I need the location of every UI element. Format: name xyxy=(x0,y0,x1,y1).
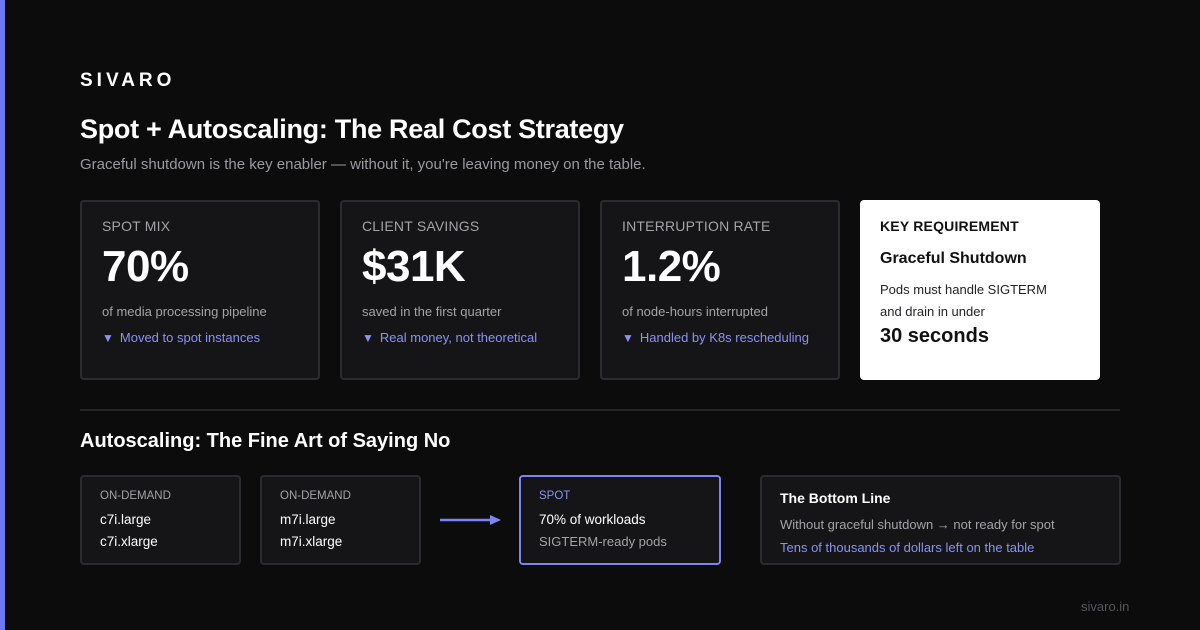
pool-instance: c7i.xlarge xyxy=(100,534,158,549)
triangle-down-icon: ▼ xyxy=(102,330,114,345)
metric-description: of media processing pipeline xyxy=(102,304,267,320)
metric-note: ▼ Real money, not theoretical xyxy=(362,330,558,345)
pool-instance: m7i.xlarge xyxy=(280,534,343,549)
metric-label: SPOT MIX xyxy=(102,218,171,234)
metric-cards: SPOT MIX 70% of media processing pipelin… xyxy=(80,200,1120,380)
bottom-line-card: The Bottom Line Without graceful shutdow… xyxy=(760,475,1121,565)
metric-description: saved in the first quarter xyxy=(362,304,502,320)
pool-instance: c7i.large xyxy=(100,512,152,527)
bottom-line-heading: The Bottom Line xyxy=(780,490,891,506)
metric-note: ▼ Handled by K8s rescheduling xyxy=(622,330,818,345)
requirement-heading: Graceful Shutdown xyxy=(880,250,1027,267)
metric-label: INTERRUPTION RATE xyxy=(622,218,771,234)
on-demand-pool-m7i: ON-DEMAND m7i.large m7i.xlarge xyxy=(260,475,421,565)
on-demand-pool-c7i: ON-DEMAND c7i.large c7i.xlarge xyxy=(80,475,241,565)
pool-instance: m7i.large xyxy=(280,512,336,527)
arrow-right-icon xyxy=(440,515,501,525)
pool-label: ON-DEMAND xyxy=(280,490,351,502)
metric-value: $31K xyxy=(362,242,466,291)
pool-label: ON-DEMAND xyxy=(100,490,171,502)
metric-card-spot-mix: SPOT MIX 70% of media processing pipelin… xyxy=(80,200,320,380)
metric-description: of node-hours interrupted xyxy=(622,304,768,320)
spot-pods: SIGTERM-ready pods xyxy=(539,534,667,549)
metric-card-client-savings: CLIENT SAVINGS $31K saved in the first q… xyxy=(340,200,580,380)
bottom-line-text: Without graceful shutdown → not ready fo… xyxy=(780,517,1055,532)
spot-workloads: 70% of workloads xyxy=(539,512,646,527)
footer-url: sivaro.in xyxy=(1081,599,1130,614)
requirement-label: KEY REQUIREMENT xyxy=(880,218,1019,234)
metric-note-text: Moved to spot instances xyxy=(119,330,261,346)
spot-pool: SPOT 70% of workloads SIGTERM-ready pods xyxy=(519,475,721,565)
triangle-down-icon: ▼ xyxy=(362,330,374,345)
metric-note: ▼ Moved to spot instances xyxy=(102,330,298,345)
requirement-emphasis: 30 seconds xyxy=(880,325,989,347)
metric-value: 70% xyxy=(102,242,189,291)
section-divider xyxy=(80,409,1120,411)
metric-note-text: Real money, not theoretical xyxy=(379,330,538,346)
page-title: Spot + Autoscaling: The Real Cost Strate… xyxy=(80,114,624,144)
page-subtitle: Graceful shutdown is the key enabler — w… xyxy=(80,156,646,173)
triangle-down-icon: ▼ xyxy=(622,330,634,345)
spot-label: SPOT xyxy=(539,490,571,502)
key-requirement-card: KEY REQUIREMENT Graceful Shutdown Pods m… xyxy=(860,200,1100,380)
requirement-line: Pods must handle SIGTERM xyxy=(880,282,1047,297)
accent-bar xyxy=(0,0,5,630)
bottom-line-note: Tens of thousands of dollars left on the… xyxy=(780,540,1035,555)
requirement-line: and drain in under xyxy=(880,304,985,319)
metric-value: 1.2% xyxy=(622,242,721,291)
metric-card-interruption-rate: INTERRUPTION RATE 1.2% of node-hours int… xyxy=(600,200,840,380)
metric-label: CLIENT SAVINGS xyxy=(362,218,480,234)
section-title: Autoscaling: The Fine Art of Saying No xyxy=(80,430,451,452)
brand-logo: SIVARO xyxy=(80,70,176,91)
metric-note-text: Handled by K8s rescheduling xyxy=(639,330,809,346)
